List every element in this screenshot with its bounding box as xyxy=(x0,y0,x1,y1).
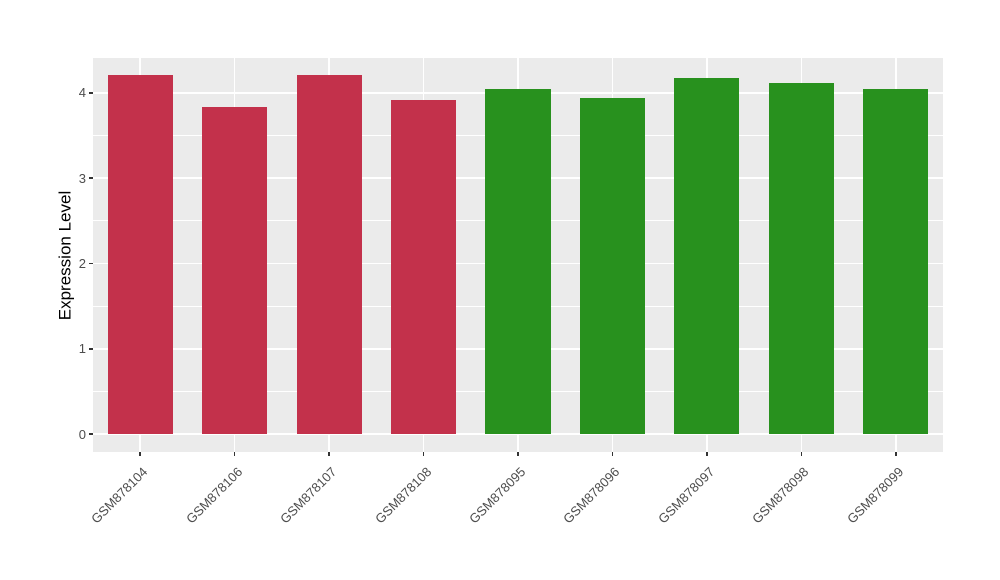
bar-GSM878097 xyxy=(674,77,740,435)
bar-GSM878099 xyxy=(863,88,929,435)
bar-GSM878104 xyxy=(107,75,173,435)
x-tick-label: GSM878106 xyxy=(182,464,245,527)
y-tick-label: 0 xyxy=(78,426,86,442)
x-tick-label: GSM878096 xyxy=(560,464,623,527)
y-tick-label: 4 xyxy=(78,85,86,101)
y-tick-label: 2 xyxy=(78,256,86,272)
x-tick-mark xyxy=(517,452,519,456)
y-tick-mark xyxy=(89,177,93,179)
plot-panel xyxy=(93,58,943,452)
bar-GSM878095 xyxy=(485,88,551,435)
bar-GSM878106 xyxy=(202,106,268,435)
y-tick-mark xyxy=(89,262,93,265)
y-tick-label: 3 xyxy=(78,170,86,186)
y-tick-label: 1 xyxy=(78,341,86,357)
y-tick-mark xyxy=(89,92,93,94)
x-tick-mark xyxy=(422,452,425,456)
x-tick-mark xyxy=(611,452,614,456)
x-tick-label: GSM878095 xyxy=(466,464,529,527)
y-tick-mark xyxy=(89,433,93,435)
x-tick-mark xyxy=(328,452,330,456)
x-tick-mark xyxy=(800,452,803,456)
bar-GSM878098 xyxy=(768,82,834,435)
bar-GSM878096 xyxy=(579,98,646,435)
y-tick-mark xyxy=(89,348,93,350)
bar-GSM878108 xyxy=(390,99,457,435)
x-tick-label: GSM878097 xyxy=(654,464,718,527)
x-tick-label: GSM878099 xyxy=(843,464,907,527)
x-tick-mark xyxy=(139,452,141,456)
x-tick-label: GSM878104 xyxy=(88,464,151,527)
x-tick-mark xyxy=(706,452,708,456)
bar-GSM878107 xyxy=(296,75,362,435)
x-tick-label: GSM878107 xyxy=(277,464,340,527)
x-tick-mark xyxy=(895,452,897,456)
x-tick-label: GSM878098 xyxy=(749,464,812,527)
x-tick-mark xyxy=(233,452,236,456)
x-tick-label: GSM878108 xyxy=(371,464,434,527)
